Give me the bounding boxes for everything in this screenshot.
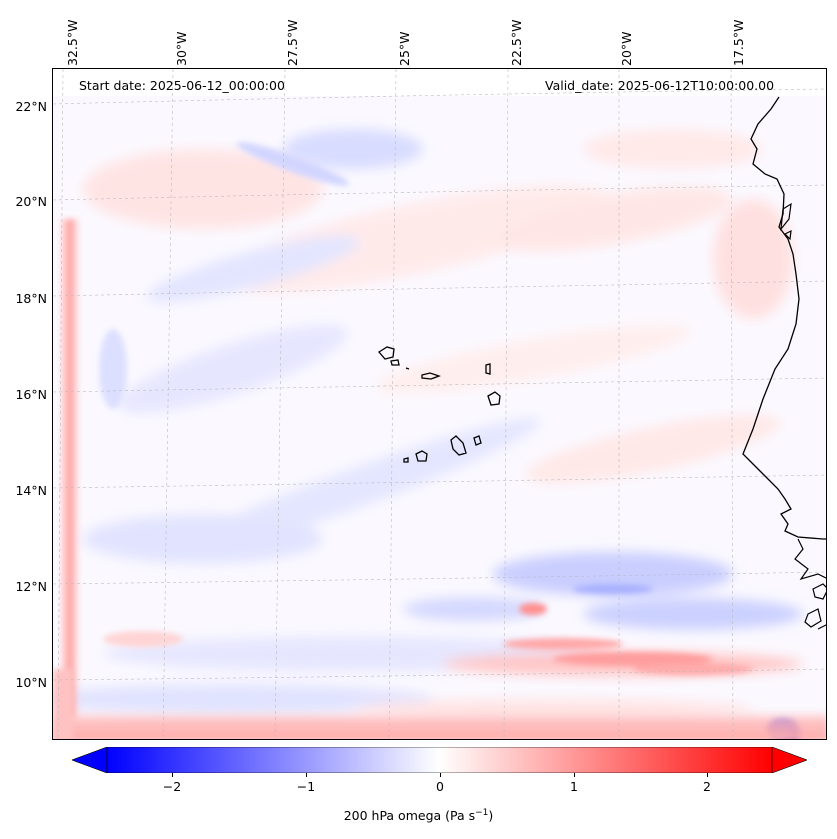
latitude-label: 10°N bbox=[15, 675, 47, 690]
longitude-label: 27.5°W bbox=[285, 19, 300, 66]
colorbar-tick-mark bbox=[707, 773, 708, 777]
longitude-label: 17.5°W bbox=[731, 19, 746, 66]
start-date-label: Start date: 2025-06-12_00:00:00 bbox=[79, 78, 285, 93]
colorbar-max-extend bbox=[771, 747, 807, 773]
colorbar-tick-mark bbox=[440, 773, 441, 777]
bottom-edge-band bbox=[53, 709, 826, 739]
longitude-label: 20°W bbox=[619, 31, 634, 66]
colorbar-label: 200 hPa omega (Pa s−1) bbox=[343, 808, 494, 824]
longitude-label: 22.5°W bbox=[509, 19, 524, 66]
colorbar bbox=[72, 747, 807, 773]
latitude-label: 14°N bbox=[15, 483, 47, 498]
gridlines bbox=[53, 69, 826, 739]
latitude-label: 20°N bbox=[15, 194, 47, 209]
latitude-label: 12°N bbox=[15, 579, 47, 594]
longitude-label: 32.5°W bbox=[65, 19, 80, 66]
left-edge-band bbox=[61, 219, 81, 719]
colorbar-tick-label: −2 bbox=[162, 779, 182, 794]
colorbar-gradient bbox=[106, 747, 773, 773]
map-plot-area[interactable] bbox=[52, 68, 827, 740]
omega-field-map bbox=[53, 69, 826, 739]
colorbar-min-extend bbox=[72, 747, 108, 773]
latitude-label: 18°N bbox=[15, 291, 47, 306]
colorbar-tick-label: 1 bbox=[570, 779, 578, 794]
africa-coastline bbox=[742, 96, 826, 540]
valid-date-label: Valid_date: 2025-06-12T10:00:00.00 bbox=[545, 78, 775, 93]
colorbar-tick-label: 2 bbox=[703, 779, 711, 794]
colorbar-tick-mark bbox=[306, 773, 307, 777]
latitude-label: 22°N bbox=[15, 99, 47, 114]
latitude-label: 16°N bbox=[15, 387, 47, 402]
domain-edge bbox=[53, 69, 826, 96]
longitude-label: 25°W bbox=[397, 31, 412, 66]
colorbar-tick-mark bbox=[172, 773, 173, 777]
colorbar-tick-label: 0 bbox=[436, 779, 444, 794]
colorbar-tick-label: −1 bbox=[296, 779, 316, 794]
island-coastlines bbox=[378, 346, 501, 463]
omega-patches bbox=[53, 129, 803, 719]
longitude-label: 30°W bbox=[174, 31, 189, 66]
colorbar-tick-mark bbox=[574, 773, 575, 777]
